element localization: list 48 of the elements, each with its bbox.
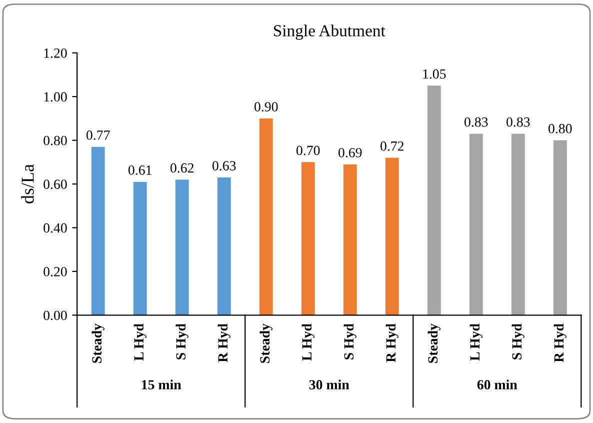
x-tick-label: S Hyd — [344, 324, 356, 360]
text: 15 min — [142, 380, 182, 390]
y-tick-label: 0.20 — [44, 267, 67, 276]
bar — [217, 177, 231, 316]
text: 60 min — [477, 380, 518, 390]
bar — [511, 134, 525, 316]
x-tick-label: R Hyd — [218, 324, 230, 362]
x-tick-label: R Hyd — [554, 324, 566, 362]
x-tick-label: S Hyd — [176, 324, 188, 360]
bar — [553, 140, 567, 316]
x-tick-label: L Hyd — [134, 324, 146, 361]
bar — [259, 118, 273, 316]
x-tick-label: S Hyd — [512, 324, 524, 360]
x-tick-label: Steady — [92, 324, 104, 363]
data-label: 0.61 — [128, 165, 152, 175]
x-tick-label: L Hyd — [302, 324, 314, 361]
data-label: 0.83 — [506, 117, 530, 127]
bar — [343, 164, 357, 316]
bar — [301, 162, 315, 316]
x-tick-label: L Hyd — [470, 324, 482, 361]
y-tick-label: 1.00 — [44, 92, 67, 102]
x-tick-label: Steady — [260, 324, 272, 363]
y-tick-label: 0.60 — [44, 180, 67, 190]
data-label: 0.63 — [212, 161, 236, 171]
chart-title: Single Abutment — [274, 24, 386, 40]
bar — [385, 158, 399, 316]
bar — [91, 146, 105, 316]
y-tick-label: 0.80 — [44, 136, 67, 146]
data-label: 0.69 — [338, 148, 362, 158]
data-label: 0.83 — [464, 117, 488, 127]
data-label: 0.62 — [170, 163, 194, 173]
data-label: 0.70 — [296, 146, 320, 156]
bar — [427, 86, 441, 316]
y-axis-title: ds/La — [21, 164, 34, 204]
data-label: 0.90 — [254, 102, 278, 112]
data-label: 0.77 — [86, 130, 110, 140]
data-label: 0.80 — [548, 124, 572, 134]
bar — [133, 182, 147, 316]
x-tick-label: Steady — [428, 324, 440, 363]
bar — [469, 134, 483, 316]
bar — [175, 180, 189, 316]
text: 30 min — [309, 380, 350, 390]
y-tick-label: 0.40 — [44, 223, 67, 233]
y-tick-label: 1.20 — [44, 48, 67, 58]
data-label: 0.72 — [380, 141, 404, 151]
data-label: 1.05 — [423, 69, 446, 79]
x-tick-label: R Hyd — [386, 324, 398, 362]
y-tick-label: 0.00 — [44, 310, 67, 320]
